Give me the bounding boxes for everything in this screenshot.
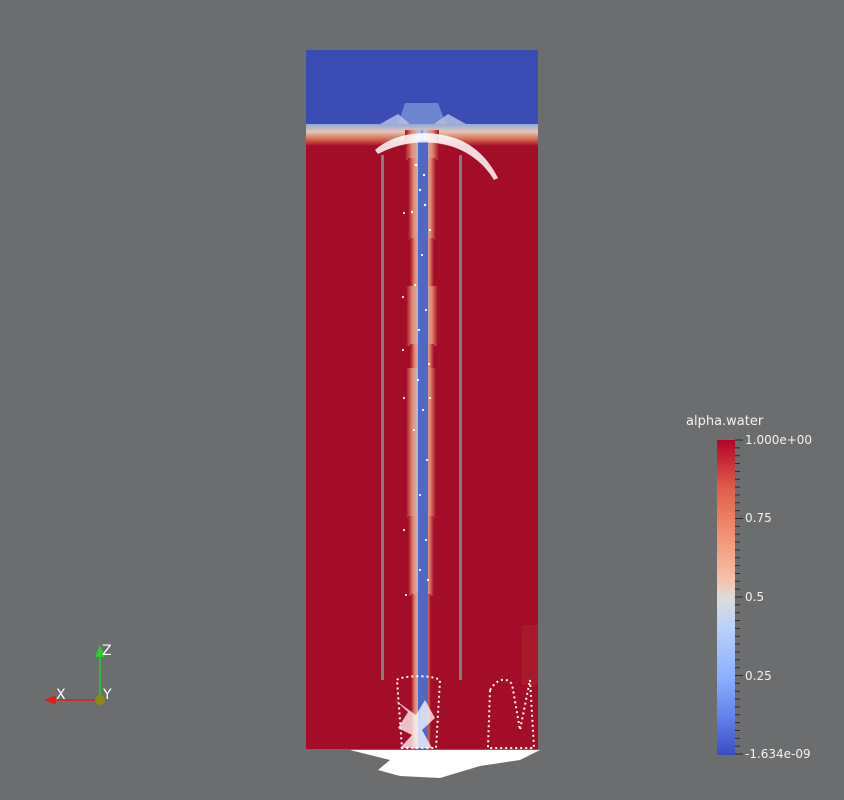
z-axis-arrow (95, 645, 105, 657)
tick-label-max: 1.000e+00 (745, 433, 813, 447)
x-axis-label: X (56, 687, 66, 703)
tick-label-min: -1.634e-09 (745, 747, 811, 761)
z-axis-label: Z (102, 643, 112, 659)
orientation-axes: X Y Z (44, 643, 112, 705)
air-cone (398, 103, 446, 124)
bottom-plume-left (395, 675, 442, 749)
floor-spray (350, 750, 540, 778)
right-guide-rod (459, 155, 462, 680)
tick-label-025: 0.25 (745, 669, 772, 683)
scalar-bar-title: alpha.water (686, 414, 764, 429)
y-axis-dot (95, 695, 105, 705)
scalar-bar-gradient (717, 440, 735, 755)
y-axis-label: Y (102, 687, 112, 703)
bottom-plume-right (486, 678, 536, 749)
left-guide-rod (381, 155, 384, 680)
tick-label-075: 0.75 (745, 511, 772, 525)
x-axis-arrow (44, 695, 56, 705)
particle-cloud (350, 133, 540, 778)
tick-label-05: 0.5 (745, 590, 765, 604)
alpha-water-field (306, 50, 538, 749)
surface-splash (375, 133, 498, 180)
